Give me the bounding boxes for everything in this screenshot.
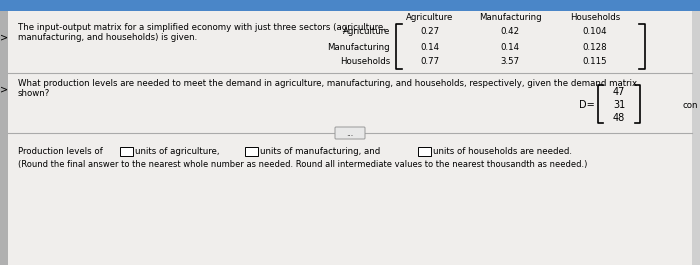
Text: Agriculture: Agriculture <box>342 28 390 37</box>
Text: 48: 48 <box>613 113 625 123</box>
Text: What production levels are needed to meet the demand in agriculture, manufacturi: What production levels are needed to mee… <box>18 78 637 87</box>
Text: ...: ... <box>346 129 354 138</box>
Text: 0.128: 0.128 <box>582 42 608 51</box>
Text: >: > <box>0 84 8 94</box>
Text: manufacturing, and households) is given.: manufacturing, and households) is given. <box>18 33 197 42</box>
Text: Households: Households <box>340 58 390 67</box>
Text: 31: 31 <box>613 100 625 110</box>
Text: Production levels of: Production levels of <box>18 147 103 156</box>
FancyBboxPatch shape <box>335 127 365 139</box>
Text: units of households are needed.: units of households are needed. <box>433 147 572 156</box>
Text: D=: D= <box>580 100 595 110</box>
Text: 47: 47 <box>612 87 625 97</box>
Text: 0.14: 0.14 <box>421 42 440 51</box>
Bar <box>0 0 700 11</box>
Text: 0.27: 0.27 <box>421 28 440 37</box>
Text: 0.115: 0.115 <box>582 58 608 67</box>
Text: Agriculture: Agriculture <box>406 12 454 21</box>
Text: The input-output matrix for a simplified economy with just three sectors (agricu: The input-output matrix for a simplified… <box>18 23 386 32</box>
Text: >: > <box>0 32 8 42</box>
Text: 0.104: 0.104 <box>582 28 608 37</box>
Text: 0.77: 0.77 <box>421 58 440 67</box>
Text: units of agriculture,: units of agriculture, <box>135 147 220 156</box>
Bar <box>418 147 431 156</box>
Text: 3.57: 3.57 <box>500 58 519 67</box>
Text: shown?: shown? <box>18 89 50 98</box>
Text: Manufacturing: Manufacturing <box>328 42 390 51</box>
Text: 0.14: 0.14 <box>500 42 519 51</box>
Text: (Round the final answer to the nearest whole number as needed. Round all interme: (Round the final answer to the nearest w… <box>18 161 587 170</box>
Bar <box>0 0 8 265</box>
Text: Manufacturing: Manufacturing <box>479 12 541 21</box>
Text: Households: Households <box>570 12 620 21</box>
Text: 0.42: 0.42 <box>500 28 519 37</box>
Text: units of manufacturing, and: units of manufacturing, and <box>260 147 380 156</box>
Text: con: con <box>682 100 698 109</box>
Bar <box>245 147 258 156</box>
Bar <box>120 147 133 156</box>
